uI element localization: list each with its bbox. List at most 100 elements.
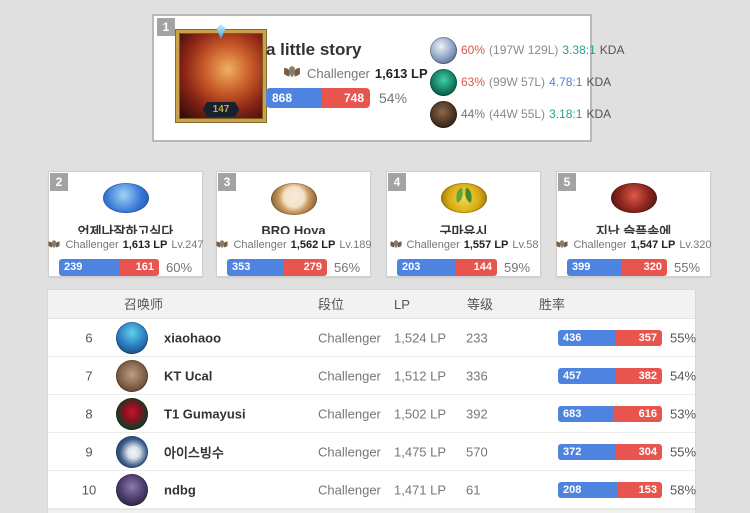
table-row[interactable]: 9 아이스빙수 Challenger 1,475 LP 570 372 304 … (48, 433, 697, 471)
summoner-name[interactable]: 아이스빙수 (164, 445, 224, 460)
tier-row: Challenger 1,613 LP (282, 63, 428, 83)
wins-count: 868 (266, 88, 322, 108)
kda-label: KDA (586, 75, 612, 89)
lp-cell: 1,524 LP (394, 330, 447, 345)
winloss-row: 399 320 55% (566, 259, 700, 276)
summoner-avatar (440, 183, 487, 214)
challenger-tier-icon (282, 63, 302, 83)
rank4-player-card[interactable]: 4 구마유시 Challenger 1,557 LP Lv.58 203 144… (386, 171, 541, 277)
summoner-name[interactable]: KT Ucal (164, 368, 213, 383)
tier-label: Challenger (573, 239, 627, 251)
summoner-name[interactable]: 지난 슬픔속에 (595, 224, 672, 234)
tier-row: Challenger 1,562 LP Lv.189 (215, 238, 372, 252)
winloss-bar: 436 357 (558, 329, 662, 346)
losses-count: 357 (615, 329, 662, 346)
rank3-player-card[interactable]: 3 BRO Hoya Challenger 1,562 LP Lv.189 35… (215, 171, 372, 277)
summoner-avatar (116, 397, 148, 430)
winrate-value: 55% (670, 444, 697, 459)
winloss-bar: 399 320 (566, 259, 667, 276)
champion-winrate: 60% (461, 43, 486, 57)
tier-label: Challenger (233, 239, 287, 251)
champion-icon (430, 36, 457, 64)
winrate-value: 56% (333, 260, 361, 275)
winrate-value: 54% (670, 368, 697, 383)
header-level: 等级 (467, 297, 494, 312)
ranking-table: 召唤师 段位 LP 等级 胜率 6 xiaohaoo Challenger 1,… (47, 289, 696, 513)
rank-badge: 2 (50, 173, 68, 191)
winrate-value: 53% (670, 406, 697, 421)
lp-value: 1,557 LP (463, 239, 509, 251)
wins-count: 457 (558, 367, 615, 384)
winloss-bar: 372 304 (558, 443, 662, 460)
rank-number: 8 (85, 406, 93, 421)
tier-label: Challenger (307, 65, 370, 81)
rank-number: 7 (85, 368, 93, 383)
tier-cell: Challenger (318, 444, 381, 459)
rank5-player-card[interactable]: 5 지난 슬픔속에 Challenger 1,547 LP Lv.320 399… (555, 171, 712, 277)
challenger-tier-icon (555, 238, 569, 252)
losses-count: 304 (615, 443, 662, 460)
tier-row: Challenger 1,547 LP Lv.320 (555, 238, 712, 252)
winloss-bar: 239 161 (58, 259, 159, 276)
losses-count: 153 (617, 481, 662, 498)
table-row[interactable]: 6 xiaohaoo Challenger 1,524 LP 233 436 3… (48, 319, 696, 357)
challenger-tier-icon (215, 238, 229, 252)
winrate-value: 60% (165, 260, 193, 275)
summoner-level: Lv.247 (171, 239, 204, 251)
tier-row: Challenger 1,557 LP Lv.58 (389, 238, 539, 252)
winloss-row: 203 144 59% (396, 259, 531, 276)
summoner-name[interactable]: BRO Hoya (261, 223, 326, 234)
winrate-value: 54% (379, 90, 408, 106)
kda-label: KDA (586, 107, 612, 121)
summoner-avatar (116, 359, 148, 392)
lp-value: 1,613 LP (374, 65, 428, 81)
wins-count: 208 (558, 481, 618, 498)
tier-cell: Challenger (318, 482, 381, 497)
champion-kda: 3.18:1 (549, 107, 583, 121)
winrate-value: 59% (503, 260, 531, 275)
winrate-value: 58% (670, 482, 697, 497)
summoner-level: Lv.189 (339, 239, 372, 251)
level-cell: 336 (466, 368, 488, 383)
table-row[interactable]: 7 KT Ucal Challenger 1,512 LP 336 457 38… (48, 357, 697, 395)
tier-cell: Challenger (318, 406, 381, 421)
summoner-name[interactable]: ndbg (164, 482, 196, 497)
champion-kda: 4.78:1 (549, 75, 583, 89)
summoner-level: Lv.320 (679, 239, 712, 251)
header-lp: LP (394, 297, 410, 312)
winloss-bar: 353 279 (226, 259, 327, 276)
rank-badge: 4 (388, 173, 406, 191)
rank1-player-card[interactable]: 1 147 a little story Challenger 1,613 LP… (152, 14, 624, 142)
summoner-name[interactable]: T1 Gumayusi (164, 406, 246, 421)
summoner-name[interactable]: a little story (266, 40, 362, 59)
table-footer-strip (48, 509, 695, 513)
summoner-name[interactable]: 구마유시 (439, 224, 488, 234)
level-cell: 570 (466, 444, 488, 459)
champion-record: (99W 57L) (489, 75, 546, 89)
challenger-tier-icon (389, 238, 403, 252)
table-row[interactable]: 8 T1 Gumayusi Challenger 1,502 LP 392 68… (48, 395, 697, 433)
summoner-avatar (116, 435, 148, 468)
summoner-name[interactable]: xiaohaoo (164, 330, 222, 345)
winloss-bar: 208 153 (558, 481, 662, 498)
summoner-level: Lv.58 (512, 239, 539, 251)
rank2-player-card[interactable]: 2 언제나잘하고싶다 Challenger 1,613 LP Lv.247 23… (47, 171, 204, 277)
lp-value: 1,613 LP (122, 239, 168, 251)
lp-value: 1,547 LP (630, 239, 676, 251)
summoner-name[interactable]: 언제나잘하고싶다 (77, 224, 174, 234)
champion-icon (430, 100, 457, 128)
rank-badge: 5 (558, 173, 576, 191)
challenger-tier-icon (47, 238, 61, 252)
lp-cell: 1,475 LP (394, 444, 447, 459)
champion-stat-row: 63% (99W 57L) 4.78:1 KDA (430, 68, 628, 96)
champion-record: (197W 129L) (489, 43, 559, 57)
tier-label: Challenger (65, 239, 119, 251)
champion-stat-row: 44% (44W 55L) 3.18:1 KDA (430, 100, 628, 128)
losses-count: 161 (118, 259, 159, 276)
winloss-bar: 868 748 (266, 88, 370, 108)
table-row[interactable]: 10 ndbg Challenger 1,471 LP 61 208 153 5… (48, 471, 697, 509)
rank-number: 9 (85, 444, 93, 459)
winloss-bar: 457 382 (558, 367, 662, 384)
header-summoner: 召唤师 (124, 297, 164, 312)
